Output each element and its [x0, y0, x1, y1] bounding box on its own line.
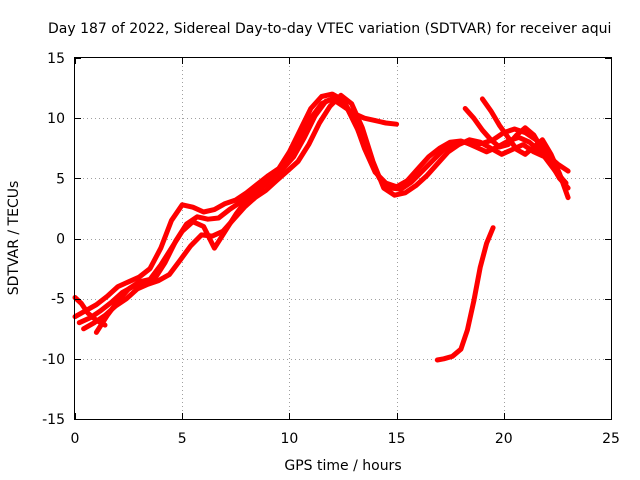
y-tick-label: -5 [51, 292, 65, 308]
grid-lines [75, 58, 611, 419]
y-tick-label: 5 [56, 171, 65, 187]
x-tick-label: 10 [280, 431, 298, 447]
axis-ticks: 0 5 10 15 20 25 -15 -10 -5 0 5 10 15 [42, 51, 620, 447]
series-line-sat-e [462, 106, 571, 191]
x-axis-label: GPS time / hours [284, 458, 401, 474]
data-series-group [72, 91, 571, 363]
series-line-sat-f [479, 96, 571, 201]
series-line-sat-c [81, 92, 569, 332]
y-tick-label: 15 [47, 51, 65, 67]
x-tick-label: 0 [71, 431, 80, 447]
series-line-sat-d [93, 96, 400, 335]
series-line-sat-g [434, 225, 496, 363]
y-tick-label: -15 [42, 412, 65, 428]
y-tick-label: 10 [47, 111, 65, 127]
series-line-sat-h [72, 295, 108, 328]
x-tick-label: 25 [602, 431, 620, 447]
x-tick-label: 20 [495, 431, 513, 447]
series-line-sat-a [72, 91, 571, 320]
y-tick-label: 0 [56, 232, 65, 248]
x-tick-label: 15 [388, 431, 406, 447]
x-tick-label: 5 [178, 431, 187, 447]
y-tick-label: -10 [42, 352, 65, 368]
chart-title: Day 187 of 2022, Sidereal Day-to-day VTE… [48, 21, 611, 37]
plot-frame [74, 57, 612, 420]
series-line-sat-b [76, 95, 565, 326]
y-axis-label: SDTVAR / TECUs [6, 181, 22, 296]
